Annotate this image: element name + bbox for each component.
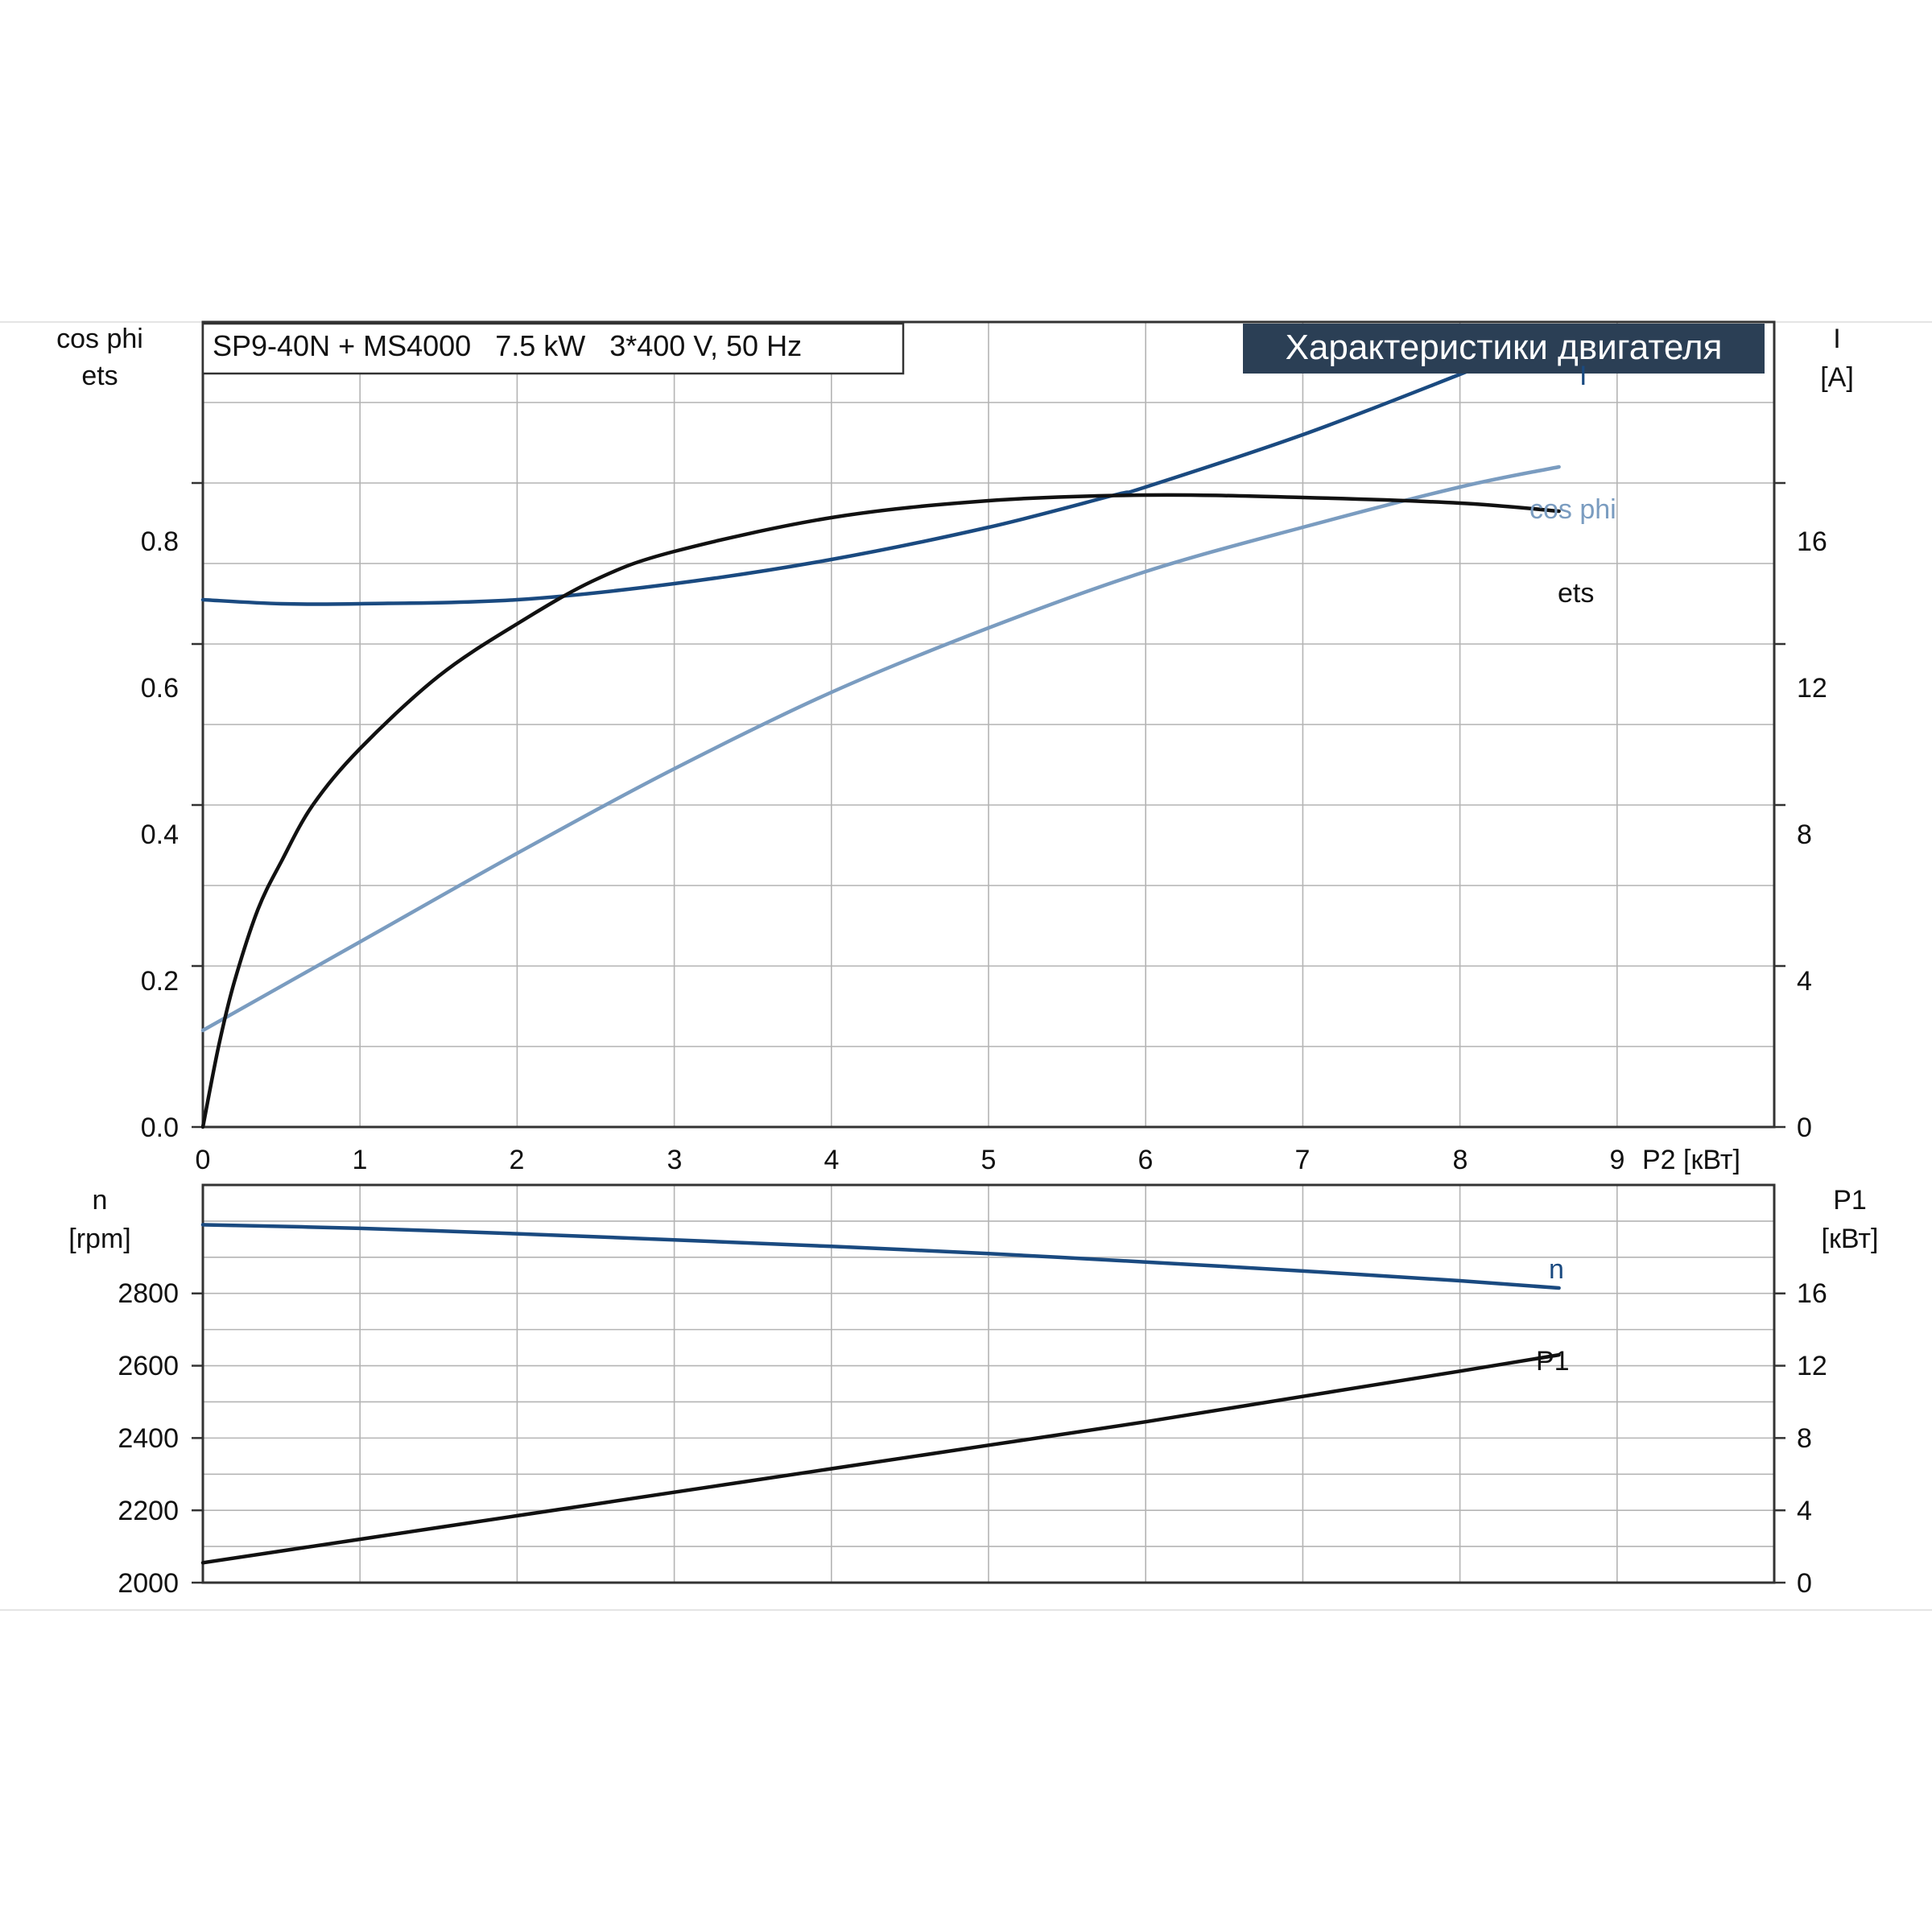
series-label-input-power: P1 (1536, 1346, 1570, 1377)
bottom-chart-curves (200, 1223, 1561, 1565)
top-chart-frame (201, 320, 1776, 1129)
bottom-chart: n [rpm] P1 [кВт] 2000 2200 2400 2600 280… (68, 1183, 1879, 1599)
series-curve-n (200, 1223, 1561, 1290)
bottom-left-tick-label: 2400 (118, 1423, 179, 1454)
bottom-right-tick-label: 8 (1797, 1423, 1812, 1454)
bottom-left-tick-label: 2000 (118, 1568, 179, 1599)
top-chart-curves (200, 332, 1561, 1129)
x-tick-label: 9 (1610, 1145, 1625, 1175)
x-tick-label: 6 (1138, 1145, 1154, 1175)
series-label-current: I (1579, 361, 1587, 391)
top-right-tick-label: 0 (1797, 1113, 1812, 1143)
bottom-right-tick-label: 12 (1797, 1351, 1827, 1381)
top-left-tick-label: 0.6 (141, 673, 179, 704)
bottom-right-tick-label: 0 (1797, 1568, 1812, 1599)
x-tick-label: 3 (667, 1145, 683, 1175)
chart-subtitle: SP9-40N + MS4000 7.5 kW 3*400 V, 50 Hz (213, 329, 802, 362)
top-right-axis-title-line1: I (1833, 324, 1840, 354)
x-tick-label: 2 (510, 1145, 525, 1175)
top-chart: SP9-40N + MS4000 7.5 kW 3*400 V, 50 Hz Х… (56, 320, 1854, 1175)
series-curve-ets (200, 493, 1561, 1129)
chart-title-banner (1243, 324, 1765, 374)
bottom-chart-tick-marks (192, 1292, 1785, 1584)
series-label-efficiency: ets (1558, 578, 1594, 609)
x-tick-label: 0 (196, 1145, 211, 1175)
bottom-right-tick-label: 4 (1797, 1496, 1812, 1526)
series-label-cos-phi: cos phi (1530, 494, 1616, 525)
bottom-left-axis-title-line1: n (93, 1185, 108, 1216)
top-left-tick-label: 0.2 (141, 966, 179, 997)
x-tick-label: 5 (981, 1145, 997, 1175)
x-tick-label: 7 (1295, 1145, 1311, 1175)
top-left-tick-label: 0.4 (141, 819, 179, 850)
x-tick-label: 1 (353, 1145, 368, 1175)
top-right-tick-label: 12 (1797, 673, 1827, 704)
top-left-tick-label: 0.0 (141, 1113, 179, 1143)
top-chart-grid (203, 322, 1774, 1127)
bottom-right-axis-title-line1: P1 (1833, 1185, 1867, 1216)
bottom-left-tick-label: 2200 (118, 1496, 179, 1526)
top-left-axis-title-line1: cos phi (56, 324, 143, 354)
bottom-left-tick-label: 2600 (118, 1351, 179, 1381)
top-left-axis-title-line2: ets (81, 361, 118, 391)
top-right-tick-label: 8 (1797, 819, 1812, 850)
bottom-right-axis-title-line2: [кВт] (1822, 1224, 1879, 1254)
chart-subtitle-box (201, 322, 905, 375)
bottom-left-axis-title-line2: [rpm] (68, 1224, 130, 1254)
series-curve-p1 (200, 1352, 1561, 1565)
x-tick-label: 4 (824, 1145, 840, 1175)
series-label-speed: n (1549, 1254, 1564, 1285)
top-right-tick-label: 16 (1797, 526, 1827, 557)
bottom-right-tick-label: 16 (1797, 1278, 1827, 1309)
top-right-axis-title-line2: [A] (1820, 362, 1854, 393)
x-tick-label: 8 (1453, 1145, 1468, 1175)
top-left-tick-label: 0.8 (141, 526, 179, 557)
series-curve-cos-phi (200, 464, 1561, 1033)
top-chart-tick-marks (192, 481, 1785, 1129)
chart-title: Характеристики двигателя (1286, 328, 1723, 367)
bottom-chart-frame (201, 1183, 1776, 1584)
top-right-tick-label: 4 (1797, 966, 1812, 997)
bottom-chart-grid (203, 1185, 1774, 1583)
bottom-left-tick-label: 2800 (118, 1278, 179, 1309)
series-curve-i (200, 332, 1561, 606)
top-x-axis-title: P2 [кВт] (1642, 1145, 1740, 1175)
